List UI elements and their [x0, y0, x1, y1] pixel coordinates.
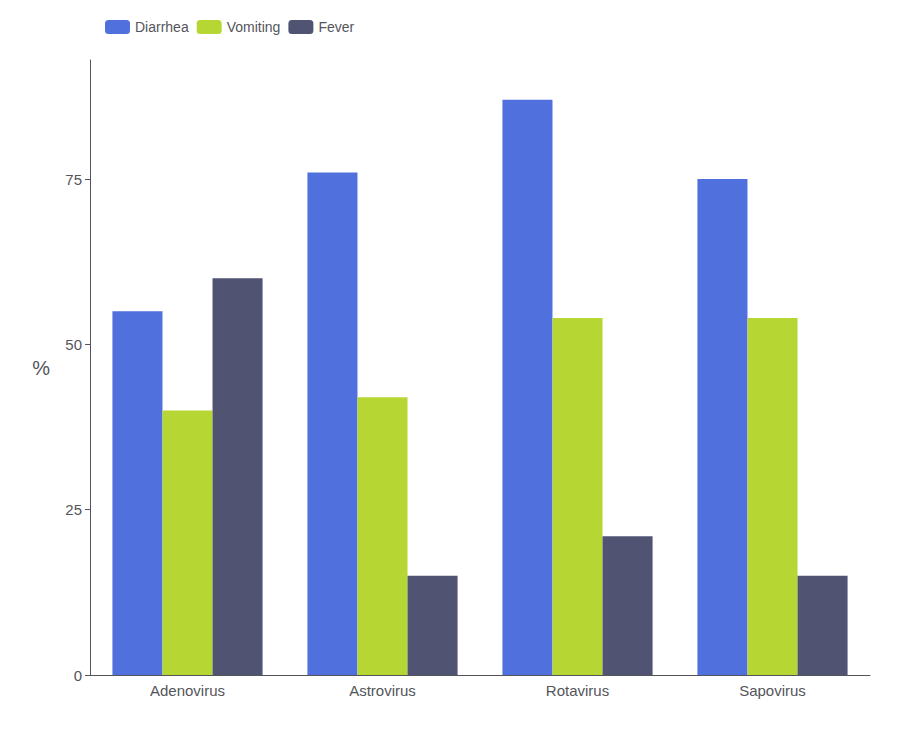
- svg-text:Rotavirus: Rotavirus: [546, 682, 609, 699]
- svg-text:Fever: Fever: [318, 19, 354, 35]
- svg-text:75: 75: [65, 171, 82, 188]
- svg-text:Vomiting: Vomiting: [227, 19, 281, 35]
- svg-text:25: 25: [65, 501, 82, 518]
- svg-text:Diarrhea: Diarrhea: [135, 19, 189, 35]
- svg-text:Astrovirus: Astrovirus: [349, 682, 416, 699]
- svg-text:Adenovirus: Adenovirus: [150, 682, 225, 699]
- svg-text:Sapovirus: Sapovirus: [739, 682, 806, 699]
- svg-text:0: 0: [74, 667, 82, 684]
- svg-text:%: %: [32, 357, 50, 379]
- svg-text:50: 50: [65, 336, 82, 353]
